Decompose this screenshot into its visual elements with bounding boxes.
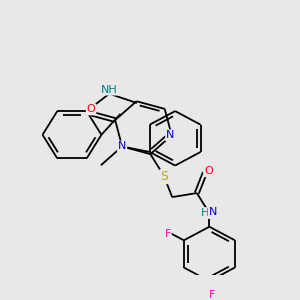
Text: N: N (209, 207, 217, 217)
Text: N: N (118, 142, 126, 152)
Text: F: F (209, 290, 215, 300)
Text: O: O (87, 104, 95, 115)
Text: N: N (166, 130, 174, 140)
Text: NH: NH (101, 85, 118, 94)
Text: S: S (160, 170, 168, 183)
Text: H: H (201, 208, 209, 218)
Text: O: O (204, 166, 213, 176)
Text: F: F (164, 229, 171, 238)
